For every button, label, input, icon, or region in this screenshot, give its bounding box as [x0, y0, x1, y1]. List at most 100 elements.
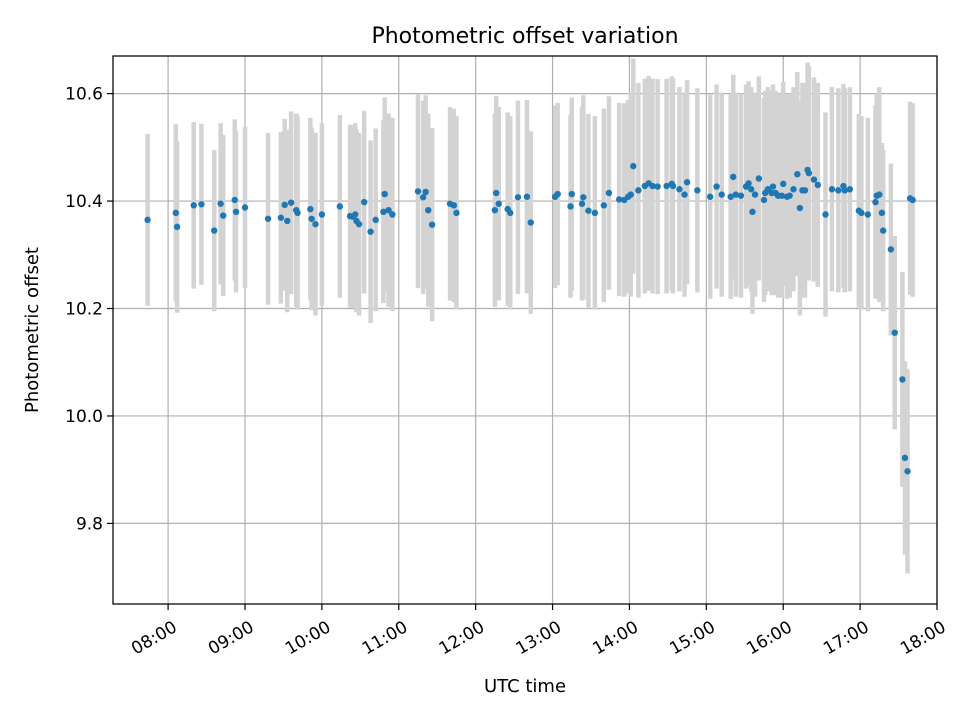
data-point [864, 211, 871, 218]
data-point [422, 188, 429, 196]
data-point [676, 186, 683, 193]
data-point [727, 193, 734, 200]
data-points [144, 162, 916, 475]
data-point [822, 211, 829, 218]
data-point [172, 209, 179, 217]
data-point [281, 201, 288, 209]
data-point [514, 194, 522, 201]
data-point [352, 211, 359, 218]
data-point [909, 196, 916, 204]
data-point [755, 175, 763, 182]
data-point [635, 187, 642, 194]
data-point [217, 200, 224, 207]
x-axis-label: UTC time [484, 676, 566, 697]
data-point [220, 212, 227, 219]
data-point [428, 221, 436, 228]
data-point [796, 204, 804, 212]
data-point [414, 188, 422, 195]
data-point [198, 201, 205, 208]
data-point [507, 209, 514, 217]
data-point [769, 183, 777, 190]
data-point [567, 203, 574, 210]
data-point [568, 190, 575, 198]
data-point [453, 209, 460, 217]
data-point [312, 220, 319, 228]
data-point [308, 215, 315, 222]
data-point [232, 208, 240, 216]
data-point [801, 187, 809, 194]
data-point [718, 191, 725, 198]
data-point [367, 228, 374, 235]
data-point [591, 209, 599, 217]
data-point [878, 209, 886, 217]
data-point [835, 187, 842, 194]
y-axis-ticks: 9.8 10.0 10.2 10.4 10.6 [65, 85, 113, 534]
data-point [810, 176, 818, 183]
data-point [663, 182, 670, 190]
data-point [523, 193, 531, 200]
data-point [491, 206, 499, 214]
data-point [694, 187, 701, 194]
data-point [828, 186, 836, 193]
data-point [751, 191, 759, 198]
data-point [745, 180, 752, 187]
data-point [786, 192, 793, 199]
data-point [605, 189, 613, 197]
data-point [737, 192, 745, 199]
data-point [778, 192, 786, 199]
data-point [585, 207, 592, 214]
data-point [144, 216, 151, 224]
data-point [231, 196, 238, 204]
data-point [360, 198, 368, 206]
data-point [600, 202, 608, 209]
data-point [790, 186, 797, 193]
data-point [294, 209, 301, 217]
data-point [287, 199, 295, 206]
data-point [307, 205, 314, 213]
data-point [747, 186, 755, 193]
data-point [760, 196, 768, 204]
data-point [730, 173, 737, 181]
data-point [627, 191, 634, 198]
data-point [858, 209, 865, 217]
data-point [899, 376, 906, 383]
data-point [615, 196, 623, 203]
data-point [846, 186, 854, 193]
data-point [190, 202, 197, 209]
data-point [355, 220, 363, 228]
data-point [879, 227, 887, 234]
data-point [277, 214, 285, 221]
y-tick-label: 9.8 [76, 514, 103, 534]
y-tick-label: 10.2 [65, 300, 103, 320]
data-point [713, 183, 720, 190]
data-point [492, 189, 500, 197]
data-point [904, 468, 911, 475]
data-point [814, 181, 822, 189]
data-point [805, 169, 813, 177]
data-point [872, 198, 879, 206]
data-point [901, 454, 909, 462]
data-point [419, 194, 427, 201]
data-point [336, 203, 344, 210]
y-axis-label: Photometric offset [22, 247, 43, 413]
data-point [241, 204, 249, 211]
data-point [385, 206, 392, 214]
data-point [630, 162, 637, 170]
y-tick-label: 10.4 [65, 192, 103, 212]
data-point [450, 202, 458, 209]
data-point [876, 191, 883, 198]
data-point [654, 183, 661, 190]
data-point [380, 208, 387, 216]
data-point [580, 194, 587, 201]
data-point [794, 170, 801, 178]
data-point [887, 246, 895, 253]
data-point [284, 217, 291, 225]
data-point [318, 211, 326, 218]
data-point [732, 191, 740, 198]
data-point [173, 223, 181, 231]
data-point [578, 200, 586, 207]
data-point [683, 179, 691, 186]
chart-title: Photometric offset variation [371, 24, 678, 49]
data-point [554, 190, 561, 198]
